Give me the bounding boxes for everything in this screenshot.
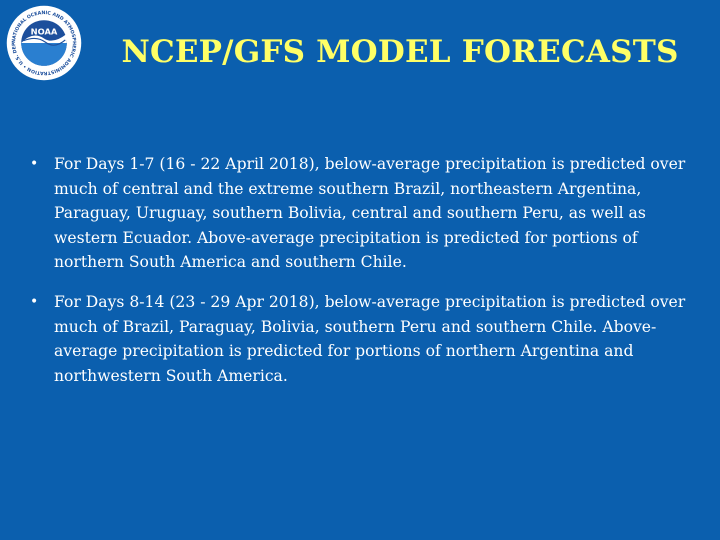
- bullet-text: For Days 8-14 (23 - 29 Apr 2018), below-…: [54, 292, 686, 385]
- svg-text:NOAA: NOAA: [31, 27, 58, 37]
- bullet-icon: •: [30, 293, 39, 310]
- noaa-logo-icon: NOAA NATIONAL OCEANIC AND ATMOSPHERIC AD…: [4, 1, 82, 81]
- bullet-item-days-1-7: • For Days 1-7 (16 - 22 April 2018), bel…: [28, 152, 700, 275]
- bullet-item-days-8-14: • For Days 8-14 (23 - 29 Apr 2018), belo…: [28, 290, 700, 388]
- page-title: NCEP/GFS MODEL FORECASTS: [121, 34, 679, 70]
- bullet-text: For Days 1-7 (16 - 22 April 2018), below…: [54, 155, 686, 272]
- bullet-list: • For Days 1-7 (16 - 22 April 2018), bel…: [28, 152, 700, 403]
- bullet-icon: •: [30, 156, 39, 172]
